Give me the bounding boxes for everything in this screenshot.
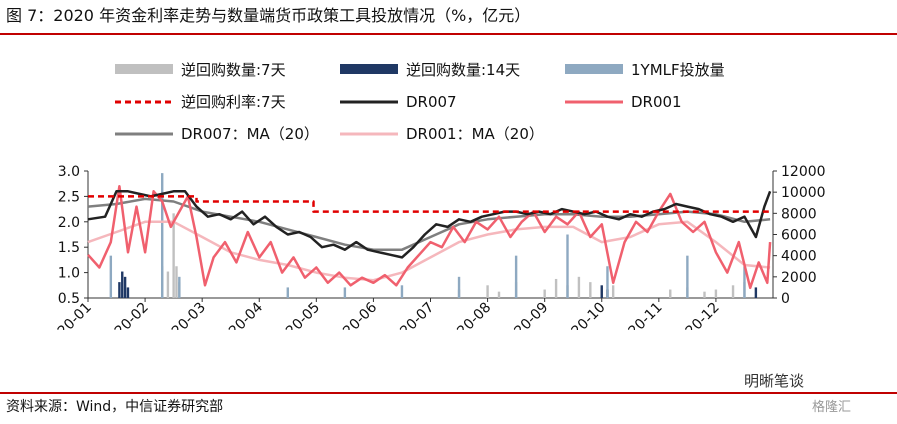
x-tick-label-9: 2020-10 bbox=[556, 300, 609, 330]
bar-2-7 bbox=[514, 255, 518, 298]
series-line-4 bbox=[88, 195, 771, 213]
bar-0-15 bbox=[611, 285, 615, 298]
bar-2-5 bbox=[400, 285, 404, 298]
bar-2-11 bbox=[743, 266, 746, 298]
x-tick-label-11: 2020-12 bbox=[670, 300, 723, 330]
bar-2-0 bbox=[109, 255, 113, 298]
series-line-2 bbox=[87, 184, 772, 290]
x-tick-label-1: 2020-02 bbox=[99, 300, 152, 330]
page-title: 图 7：2020 年资金利率走势与数量端货币政策工具投放情况（%，亿元） bbox=[6, 6, 531, 25]
right-tick-label-2: 4000 bbox=[781, 249, 817, 265]
bar-0-10 bbox=[554, 278, 558, 298]
x-tick-label-8: 2020-09 bbox=[499, 300, 552, 330]
bar-0-12 bbox=[577, 276, 581, 298]
bar-0-3 bbox=[175, 266, 178, 298]
bar-2-3 bbox=[286, 287, 289, 298]
legend-label-5: DR001 bbox=[631, 93, 682, 111]
x-tick-label-2: 2020-03 bbox=[156, 300, 209, 330]
legend-swatch-1 bbox=[340, 64, 398, 74]
bar-2-2 bbox=[178, 276, 181, 298]
bar-0-20 bbox=[731, 285, 735, 298]
x-tick-label-5: 2020-06 bbox=[328, 299, 381, 330]
x-tick-label-6: 2020-07 bbox=[385, 300, 438, 330]
legend-label-7: DR001：MA（20） bbox=[406, 125, 544, 143]
bar-2-9 bbox=[606, 266, 609, 298]
x-tick-label-10: 2020-11 bbox=[613, 300, 666, 330]
legend-label-0: 逆回购数量:7天 bbox=[181, 61, 286, 79]
source-note: 资料来源：Wind，中信证券研究部 bbox=[6, 399, 224, 415]
watermark-text: 明晰笔谈 bbox=[744, 372, 805, 390]
left-tick-label-0: 0.5 bbox=[58, 291, 80, 307]
legend-label-4: DR007 bbox=[406, 93, 457, 111]
bar-0-1 bbox=[166, 271, 170, 298]
bar-0-6 bbox=[486, 285, 489, 298]
legend-label-2: 1YMLF投放量 bbox=[631, 61, 725, 79]
bar-2-1 bbox=[161, 173, 164, 298]
right-tick-label-0: 0 bbox=[781, 291, 790, 307]
x-tick-label-4: 2020-05 bbox=[270, 300, 323, 330]
bar-0-2 bbox=[172, 213, 175, 298]
series-line-3 bbox=[87, 190, 772, 259]
watermark-brand: 格隆汇 bbox=[812, 400, 852, 415]
legend-label-1: 逆回购数量:14天 bbox=[406, 61, 520, 79]
right-tick-label-4: 8000 bbox=[781, 206, 817, 222]
bar-0-16 bbox=[669, 289, 672, 298]
title-divider bbox=[0, 33, 897, 35]
series-line-0 bbox=[87, 220, 771, 282]
bar-2-6 bbox=[457, 276, 461, 298]
footer-divider bbox=[0, 392, 897, 394]
bar-0-7 bbox=[497, 291, 501, 298]
bar-0-9 bbox=[543, 289, 546, 298]
bar-1-2 bbox=[123, 276, 127, 298]
left-tick-label-1: 1.0 bbox=[58, 266, 80, 282]
bar-1-4 bbox=[600, 285, 603, 298]
right-tick-label-6: 12000 bbox=[781, 164, 826, 180]
x-tick-label-3: 2020-04 bbox=[213, 299, 266, 330]
bar-1-3 bbox=[126, 287, 130, 298]
x-tick-label-7: 2020-08 bbox=[442, 300, 495, 330]
bar-2-4 bbox=[343, 287, 347, 298]
left-tick-label-5: 3.0 bbox=[58, 164, 80, 180]
legend-label-6: DR007：MA（20） bbox=[181, 125, 319, 143]
left-tick-label-3: 2.0 bbox=[58, 215, 80, 231]
legend-swatch-0 bbox=[115, 64, 173, 74]
legend-swatch-2 bbox=[565, 64, 623, 74]
right-tick-label-3: 6000 bbox=[781, 228, 817, 244]
bar-2-8 bbox=[566, 234, 569, 298]
bar-2-10 bbox=[686, 255, 689, 298]
right-tick-label-5: 10000 bbox=[781, 185, 826, 201]
bar-1-6 bbox=[754, 287, 758, 298]
left-tick-label-4: 2.5 bbox=[58, 189, 80, 205]
right-tick-label-1: 2000 bbox=[781, 270, 817, 286]
left-tick-label-2: 1.5 bbox=[58, 240, 80, 256]
legend-label-3: 逆回购利率:7天 bbox=[181, 93, 286, 111]
bar-1-0 bbox=[118, 282, 121, 298]
plot-area: 0.5 1.0 1.5 2.0 2.5 3.0 0 2000 4000 6000 8000 10000… bbox=[42, 164, 825, 330]
bar-0-18 bbox=[703, 291, 706, 298]
bar-0-19 bbox=[714, 289, 718, 298]
bar-0-13 bbox=[589, 282, 592, 298]
bar-1-1 bbox=[121, 271, 124, 298]
